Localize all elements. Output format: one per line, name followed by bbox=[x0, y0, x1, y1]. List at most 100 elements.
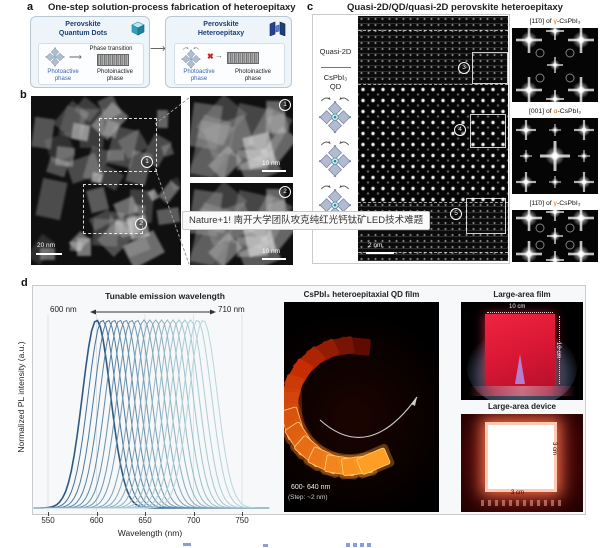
fft3-greek: γ bbox=[553, 200, 557, 207]
x-axis-ticks: 550 600 650 700 750 bbox=[33, 512, 283, 528]
fft-spot bbox=[546, 28, 564, 40]
qd-box-title-2: Quantum Dots bbox=[58, 29, 108, 37]
qd-box-title-1: Perovskite bbox=[65, 21, 101, 28]
roi-2-number: 2 bbox=[135, 218, 147, 230]
photoinactive2-label-1: Photoinactive bbox=[234, 69, 272, 75]
fft-spot bbox=[546, 210, 564, 222]
blocked-cross-icon: ✖ bbox=[207, 52, 214, 61]
fft-image-1 bbox=[512, 28, 598, 102]
stem-roi-4 bbox=[470, 114, 506, 148]
tuning-range-arrow bbox=[90, 309, 216, 315]
panel-a-label: a bbox=[27, 1, 34, 13]
device-height-label: 3 cm bbox=[551, 442, 557, 456]
cutoff-caption-mark bbox=[183, 543, 191, 546]
fft-index-ring bbox=[535, 73, 545, 83]
photoinactive-label-1: Photoinactive bbox=[96, 69, 134, 75]
fft-spot bbox=[540, 141, 570, 171]
fft-index-ring bbox=[565, 73, 575, 83]
x-tick-mark bbox=[193, 512, 195, 516]
panel-c-title: Quasi-2D/QD/quasi-2D perovskite heteroep… bbox=[347, 2, 563, 13]
fft-index-ring bbox=[535, 223, 545, 233]
he-inner-panel: ✖ → Photoactive phase Photoinactive phas… bbox=[174, 43, 285, 85]
photoinactive-label-2: phase bbox=[106, 75, 124, 82]
fft-spot bbox=[515, 120, 536, 141]
fft-image-2 bbox=[512, 118, 598, 194]
stem-roi-3 bbox=[472, 52, 508, 84]
film-arc-graphic bbox=[284, 336, 418, 480]
tem-scale-bar bbox=[36, 253, 62, 255]
fft-spot bbox=[547, 57, 563, 73]
fft-index-ring bbox=[565, 48, 575, 58]
stem-dash-2 bbox=[358, 84, 508, 85]
x-tick-mark bbox=[48, 512, 49, 516]
stem-dash-3 bbox=[358, 202, 508, 203]
fft1-phase: -CsPbI₃ bbox=[556, 18, 581, 25]
photoinactive-phase-patch bbox=[97, 54, 129, 66]
qd-film-photo: 600- 640 nm (Step: ~2 nm) bbox=[284, 302, 439, 512]
fft-label-1: [11̄0] of γ-CsPbI₃ bbox=[512, 18, 598, 25]
he-box-title-1: Perovskite bbox=[203, 21, 239, 28]
inset-1-scale-text: 10 nm bbox=[262, 160, 281, 167]
stem-dash-1 bbox=[358, 30, 508, 31]
phase-transition-label: Phase transition bbox=[89, 46, 133, 52]
photoactive-crystal-locked-icon bbox=[181, 46, 201, 69]
stem-quasi2d-top bbox=[358, 16, 508, 84]
fft-image-3 bbox=[512, 210, 598, 262]
qd-cube-icon bbox=[131, 21, 145, 36]
stem-roi-5 bbox=[466, 198, 506, 234]
transition-arrow-icon: ⟶ bbox=[69, 52, 82, 62]
chart-title: Tunable emission wavelength bbox=[105, 291, 225, 301]
white-emitting-square bbox=[485, 422, 557, 492]
panel-c-label: c bbox=[307, 1, 314, 13]
fft-spot bbox=[547, 228, 563, 244]
roi-box-1 bbox=[99, 118, 157, 172]
inset-connector-lines bbox=[155, 97, 190, 265]
fft2-phase: -CsPbI₃ bbox=[557, 108, 582, 115]
fft-index-ring bbox=[565, 240, 575, 250]
film-range-label-1: 600- 640 nm bbox=[291, 484, 331, 491]
cutoff-caption-mark bbox=[360, 543, 364, 547]
inset-1-number: 1 bbox=[279, 99, 291, 111]
cutoff-caption-mark bbox=[367, 543, 371, 547]
roi-1-number: 1 bbox=[141, 156, 153, 168]
fft-label-3: [11̄0] of γ-CsPbI₃ bbox=[512, 200, 598, 207]
qd-label: QD bbox=[329, 82, 342, 91]
inset-2-scale-bar bbox=[262, 258, 286, 260]
device-reflection-marks bbox=[481, 500, 561, 506]
fft-index-ring bbox=[535, 48, 545, 58]
flame-highlight bbox=[515, 354, 525, 384]
cutoff-caption-mark bbox=[346, 543, 350, 547]
stem-marker-4: 4 bbox=[454, 124, 466, 136]
quantum-dots-box: Perovskite Quantum Dots ⟶ Phase transiti… bbox=[30, 16, 150, 88]
x-tick-mark bbox=[96, 512, 98, 516]
film-range-label-2: (Step: ~2 nm) bbox=[288, 494, 328, 501]
fft-label-2: [001] of α-CsPbI₃ bbox=[512, 108, 598, 115]
fft-index-ring bbox=[535, 240, 545, 250]
fft2-zone: [001] of bbox=[528, 108, 554, 115]
strip-divider bbox=[321, 67, 351, 68]
photoactive2-label-1: Photoactive bbox=[183, 69, 215, 75]
fft-spot bbox=[574, 120, 595, 141]
he-box-title-2: Heteroepitaxy bbox=[197, 29, 245, 37]
x-tick-label: 600 bbox=[89, 516, 104, 525]
photoinactive-phase-patch-2 bbox=[227, 52, 259, 64]
stem-marker-5: 5 bbox=[450, 208, 462, 220]
watermark-banner: Nature+1! 南开大学团队攻克纯红光钙钛矿LED技术难题 bbox=[182, 211, 431, 230]
stem-dash-4 bbox=[358, 252, 508, 253]
fft-spot bbox=[546, 250, 564, 262]
quasi-2d-label: Quasi-2D bbox=[319, 47, 352, 56]
fft1-zone: [11̄0] of bbox=[529, 18, 554, 25]
fft-spot bbox=[546, 90, 564, 102]
heteroepitaxy-box: Perovskite Heteroepitaxy ✖ → Photoactive… bbox=[165, 16, 292, 88]
cutoff-caption-mark bbox=[263, 544, 268, 547]
photoactive2-label-2: phase bbox=[190, 75, 208, 82]
cspbi3-label: CsPbI₃ bbox=[323, 73, 348, 82]
stem-qd-region bbox=[358, 84, 508, 202]
film-photo-title: CsPbI₃ heteroepitaxial QD film bbox=[303, 290, 420, 299]
panel-b-label: b bbox=[20, 89, 27, 101]
inset-2-number: 2 bbox=[279, 186, 291, 198]
fft3-phase: -CsPbI₃ bbox=[556, 200, 581, 207]
x-tick-label: 700 bbox=[186, 516, 201, 525]
x-tick-mark bbox=[145, 512, 146, 516]
photoactive-label-1: Photoactive bbox=[47, 69, 79, 75]
